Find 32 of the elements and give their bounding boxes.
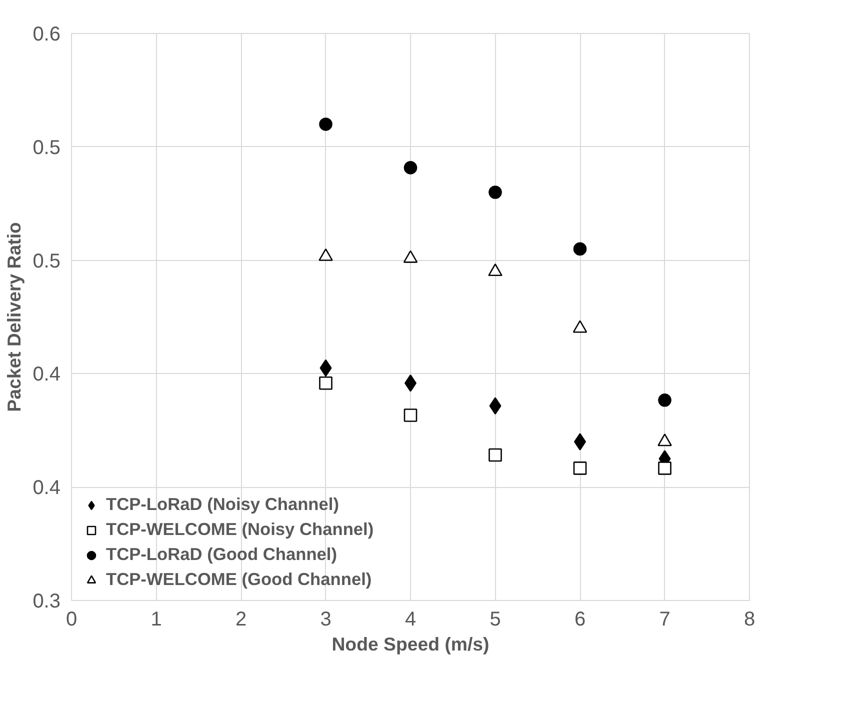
point <box>489 397 502 414</box>
legend-label: TCP-LoRaD (Noisy Channel) <box>106 494 339 515</box>
y-tick-label: 0.3 <box>32 590 61 612</box>
legend-label: TCP-WELCOME (Noisy Channel) <box>106 519 374 540</box>
y-tick-label: 0.6 <box>32 24 61 46</box>
x-tick-label: 0 <box>66 608 78 630</box>
y-tick-label: 0.5 <box>32 250 61 272</box>
x-tick-label: 3 <box>320 608 332 630</box>
x-tick-label: 8 <box>744 608 756 630</box>
y-tick-label: 0.4 <box>32 477 61 500</box>
point <box>658 462 672 475</box>
point <box>404 161 418 174</box>
legend-label: TCP-LoRaD (Good Channel) <box>106 544 338 565</box>
point <box>319 118 332 131</box>
point <box>488 186 502 199</box>
point <box>404 408 418 422</box>
x-tick-label: 6 <box>574 608 586 630</box>
point <box>573 462 587 475</box>
y-tick-label: 0.5 <box>32 136 61 159</box>
point <box>658 394 672 407</box>
x-axis-title: Node Speed (m/s) <box>332 634 490 654</box>
point <box>319 376 332 390</box>
y-axis-title: Packet Delivery Ratio <box>4 222 25 412</box>
x-tick-label: 7 <box>659 608 670 630</box>
point <box>573 242 587 256</box>
legend-label: TCP-WELCOME (Good Channel) <box>106 569 372 590</box>
y-tick-label: 0.4 <box>32 364 61 386</box>
x-tick-label: 1 <box>150 608 162 630</box>
x-tick-label: 4 <box>404 608 416 630</box>
point <box>488 448 502 462</box>
x-tick-label: 2 <box>235 608 247 630</box>
x-tick-label: 5 <box>490 608 501 630</box>
